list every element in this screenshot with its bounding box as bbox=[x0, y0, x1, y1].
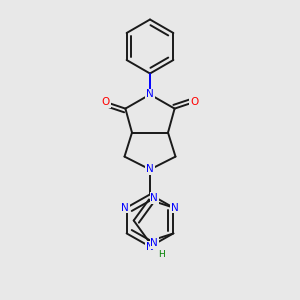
Text: N: N bbox=[146, 89, 154, 100]
Text: O: O bbox=[101, 97, 110, 107]
Text: O: O bbox=[190, 97, 199, 107]
Text: N: N bbox=[121, 202, 129, 213]
Text: N: N bbox=[146, 164, 154, 175]
Text: N: N bbox=[150, 238, 158, 248]
Text: N: N bbox=[150, 193, 158, 203]
Text: N: N bbox=[146, 242, 154, 252]
Text: N: N bbox=[171, 202, 179, 213]
Text: H: H bbox=[158, 250, 165, 259]
